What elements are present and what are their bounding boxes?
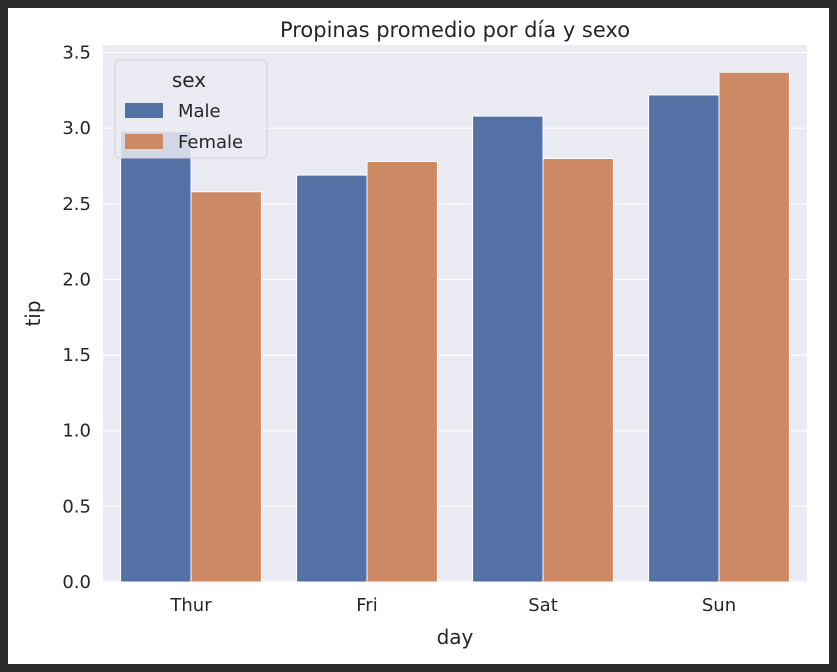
bar-male-fri [296, 174, 368, 583]
y-tick-label: 0.0 [62, 572, 91, 593]
bar-chart: 0.0 0.5 1.0 1.5 2.0 2.5 3.0 3.5 Thur Fri Sat Sun P… [21, 18, 807, 649]
x-tick-label: Sat [528, 595, 558, 616]
bar-male-thur [120, 130, 192, 583]
legend-label-female: Female [178, 132, 243, 153]
bar-female-sat [542, 157, 614, 583]
x-tick-label: Thur [169, 595, 212, 616]
legend-title: sex [172, 68, 206, 92]
y-tick-label: 1.5 [62, 345, 91, 366]
x-axis-label: day [437, 625, 474, 649]
bar-female-sun [718, 71, 790, 583]
legend-box [114, 59, 268, 159]
x-tick-label: Sun [702, 595, 736, 616]
x-tick-labels: Thur Fri Sat Sun [169, 595, 736, 616]
bar-male-sat [472, 115, 544, 583]
y-tick-label: 2.0 [62, 269, 91, 290]
y-tick-labels: 0.0 0.5 1.0 1.5 2.0 2.5 3.0 3.5 [62, 43, 91, 593]
figure-frame: 0.0 0.5 1.0 1.5 2.0 2.5 3.0 3.5 Thur Fri Sat Sun P… [8, 8, 829, 664]
x-tick-label: Fri [356, 595, 377, 616]
y-tick-label: 0.5 [62, 496, 91, 517]
bar-female-fri [366, 160, 438, 583]
legend-swatch-male [125, 103, 163, 118]
legend-swatch-female [125, 134, 163, 149]
bars [120, 71, 790, 583]
bar-male-sun [648, 94, 720, 583]
legend: sex Male Female [114, 59, 268, 159]
bar-female-thur [190, 191, 262, 583]
y-axis-label: tip [21, 300, 45, 326]
y-tick-label: 2.5 [62, 194, 91, 215]
chart-title: Propinas promedio por día y sexo [280, 18, 630, 42]
y-tick-label: 3.0 [62, 118, 91, 139]
legend-label-male: Male [178, 101, 221, 122]
y-tick-label: 1.0 [62, 421, 91, 442]
y-tick-label: 3.5 [62, 43, 91, 64]
